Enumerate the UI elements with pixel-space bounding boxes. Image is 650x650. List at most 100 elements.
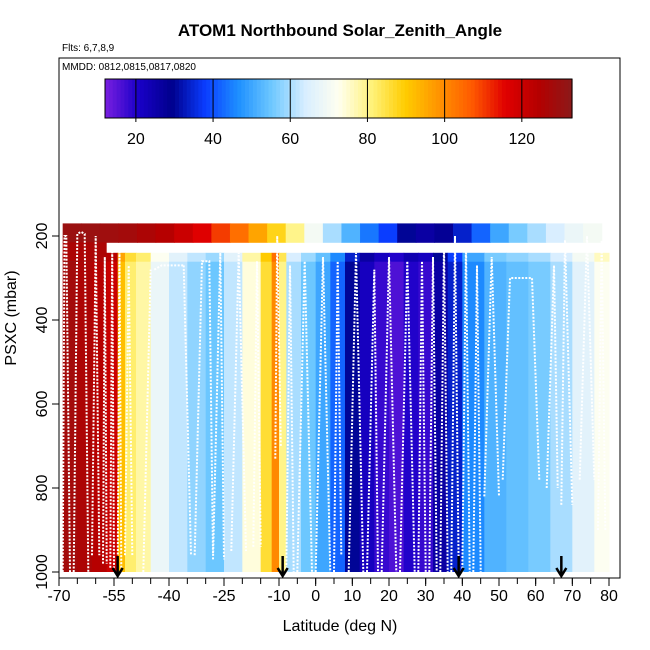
colorbar-segment <box>474 79 480 118</box>
colorbar-segment <box>455 79 460 118</box>
flight-track <box>109 248 115 568</box>
x-tick-label: -10 <box>267 588 290 605</box>
colorbar-segment <box>478 79 484 118</box>
heatmap-cell <box>594 252 610 262</box>
colorbar-segment <box>175 79 180 118</box>
top-band-cell <box>285 223 305 243</box>
colorbar-segment <box>299 79 305 118</box>
colorbar-segment <box>392 79 398 118</box>
heatmap-cell <box>242 252 262 262</box>
colorbar-segment <box>533 79 538 118</box>
colorbar-segment <box>564 79 569 118</box>
flight-track <box>450 235 460 573</box>
colorbar-segment <box>315 79 320 118</box>
x-tick-label: 40 <box>453 588 471 605</box>
x-tick-label: 70 <box>563 588 581 605</box>
colorbar-segment <box>155 79 161 118</box>
colorbar-segment <box>167 79 172 118</box>
flight-track <box>578 235 596 480</box>
heatmap-cell <box>117 252 126 262</box>
colorbar-segment <box>396 79 402 118</box>
colorbar-segment <box>245 79 250 118</box>
colorbar-segment <box>381 79 386 118</box>
flight-track <box>439 244 449 573</box>
colorbar-segment <box>521 79 526 118</box>
flight-track <box>274 235 282 459</box>
flight-track <box>91 235 101 556</box>
heatmap-cell <box>301 252 317 262</box>
top-band-cell <box>248 223 268 243</box>
colorbar-tick-label: 100 <box>431 131 458 148</box>
colorbar-segment <box>190 79 196 118</box>
top-band-cell <box>545 223 566 243</box>
arrow-head <box>111 567 124 579</box>
heatmap-column <box>117 261 126 572</box>
heatmap-cell <box>550 252 573 262</box>
colorbar-segment <box>536 79 542 118</box>
colorbar-segment <box>213 79 219 118</box>
colorbar-segment <box>202 79 207 118</box>
arrow-head <box>452 567 465 579</box>
top-band-cell <box>378 223 398 243</box>
flight-track <box>285 265 295 573</box>
top-band-cell <box>490 223 510 243</box>
x-tick-label: 20 <box>380 588 398 605</box>
colorbar-segment <box>361 79 367 118</box>
colorbar-segment <box>295 79 301 118</box>
heatmap-column <box>506 261 529 572</box>
x-tick-label: 30 <box>417 588 435 605</box>
colorbar-segment <box>268 79 273 118</box>
heatmap-cell <box>169 252 188 262</box>
x-tick-label: -70 <box>47 588 70 605</box>
heatmap-cell <box>205 252 225 262</box>
colorbar-segment <box>428 79 433 118</box>
colorbar-segment <box>237 79 242 118</box>
x-tick-label: 10 <box>343 588 361 605</box>
colorbar-segment <box>517 79 523 118</box>
top-band-cell <box>508 223 528 243</box>
flight-tracks <box>61 230 607 573</box>
heatmap-cell <box>271 252 280 262</box>
heatmap-column <box>260 261 273 572</box>
x-axis-label: Latitude (deg N) <box>283 618 398 635</box>
top-band-cell <box>229 223 250 243</box>
x-tick-label: 50 <box>490 588 508 605</box>
y-tick-label: 1000 <box>34 554 51 590</box>
colorbar-segment <box>509 79 515 118</box>
flight-track <box>560 240 574 505</box>
arrow-head <box>555 567 568 579</box>
colorbar-segment <box>132 79 137 118</box>
flight-track <box>545 265 559 489</box>
heatmap-column <box>77 261 93 572</box>
colorbar-segment <box>568 79 573 118</box>
y-axis-label: PSXC (mbar) <box>3 270 20 365</box>
colorbar-segment <box>136 79 141 118</box>
top-band-cell <box>155 223 175 243</box>
colorbar-tick-label: 120 <box>508 131 535 148</box>
colorbar-segment <box>416 79 421 118</box>
colorbar-segment <box>108 79 114 118</box>
colorbar-segment <box>447 79 452 118</box>
colorbar-segment <box>291 79 297 118</box>
colorbar-segment <box>105 79 110 118</box>
colorbar-segment <box>513 79 519 118</box>
heatmap-cell <box>403 252 419 262</box>
colorbar-segment <box>280 79 285 118</box>
flight-track <box>142 269 152 573</box>
heatmap-cell <box>136 252 152 262</box>
colorbar-segment <box>400 79 406 118</box>
colorbar-segment <box>540 79 546 118</box>
heatmap-column <box>279 261 287 572</box>
flight-track <box>417 261 427 573</box>
colorbar-segment <box>307 79 312 118</box>
colorbar-segment <box>116 79 122 118</box>
colorbar-segment <box>330 79 336 118</box>
colorbar-segment <box>404 79 410 118</box>
colorbar-segment <box>210 79 215 118</box>
colorbar-segment <box>206 79 211 118</box>
flight-track <box>461 244 471 573</box>
colorbar-border <box>104 78 573 119</box>
colorbar-segment <box>128 79 133 118</box>
colorbar-segment <box>412 79 417 118</box>
